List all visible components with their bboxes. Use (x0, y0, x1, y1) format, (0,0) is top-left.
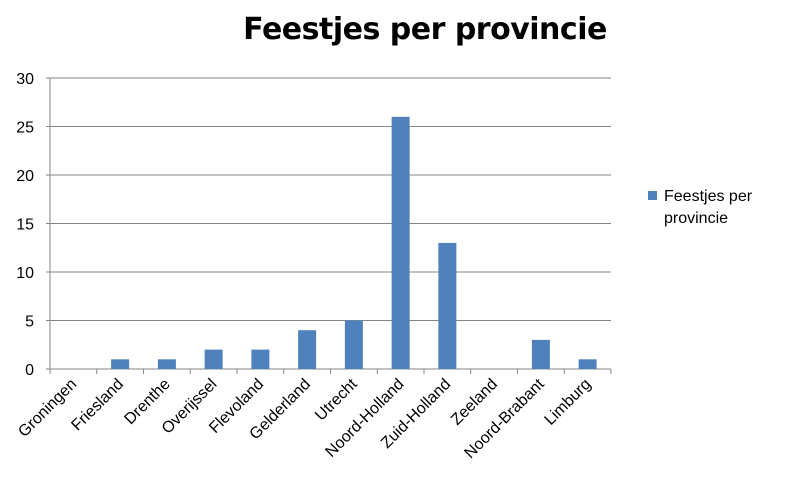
bar (204, 349, 223, 369)
x-tick-label: Noord-Brabant (461, 375, 548, 462)
x-tick-label: Friesland (68, 376, 127, 435)
x-tick-label: Limburg (542, 376, 595, 429)
bar (391, 116, 410, 369)
y-tick-label: 10 (16, 265, 34, 282)
chart-title: Feestjes per provincie (243, 12, 607, 47)
bar (298, 330, 317, 369)
y-tick-label: 25 (16, 120, 34, 137)
bar (251, 349, 270, 369)
legend-label: Feestjes per provincie (664, 188, 753, 227)
bar (578, 359, 597, 369)
y-tick-label: 15 (16, 217, 34, 234)
bar (111, 359, 130, 369)
y-tick-label: 0 (25, 362, 34, 379)
y-tick-label: 5 (25, 314, 34, 331)
bar (344, 320, 363, 369)
bar (438, 242, 457, 369)
bar (157, 359, 176, 369)
y-tick-label: 20 (16, 168, 34, 185)
x-tick-label: Groningen (15, 376, 80, 441)
y-tick-label: 30 (16, 71, 34, 88)
legend-swatch (648, 191, 657, 200)
bar (531, 339, 550, 369)
